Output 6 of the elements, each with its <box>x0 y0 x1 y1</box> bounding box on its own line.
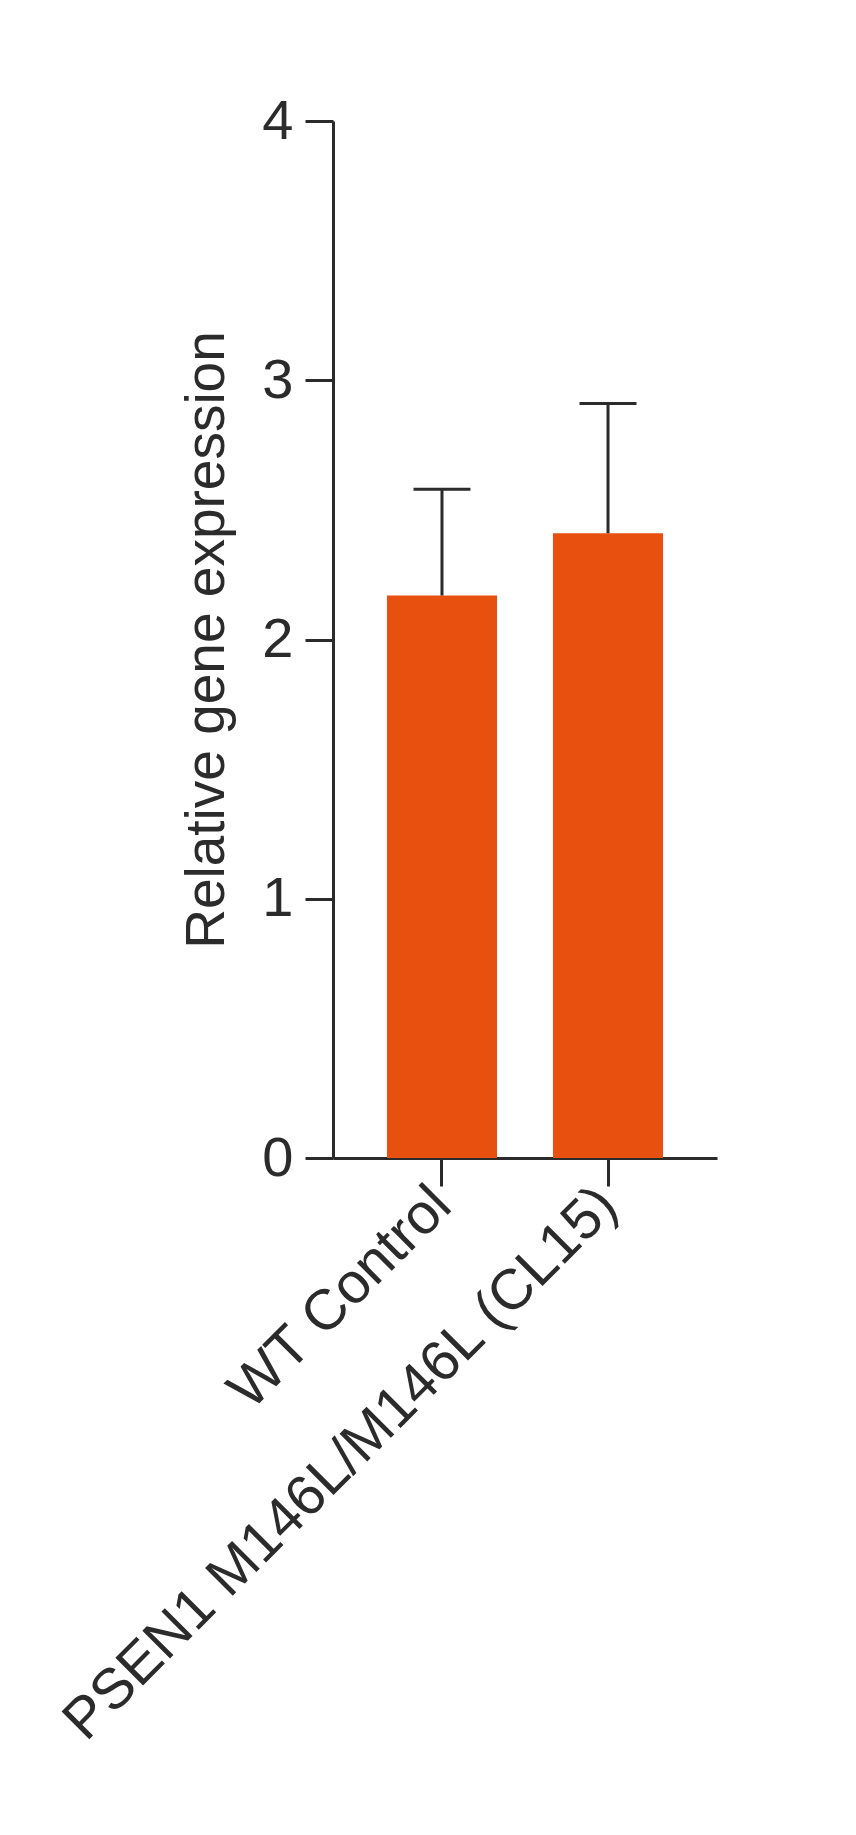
y-tick-label: 3 <box>262 346 294 410</box>
y-tick-label: 2 <box>262 606 294 669</box>
y-axis-title: Relative gene expression <box>174 331 237 949</box>
y-tick-label: 4 <box>262 87 294 151</box>
y-tick-label: 0 <box>262 1124 294 1188</box>
y-tick-label: 1 <box>262 865 294 929</box>
